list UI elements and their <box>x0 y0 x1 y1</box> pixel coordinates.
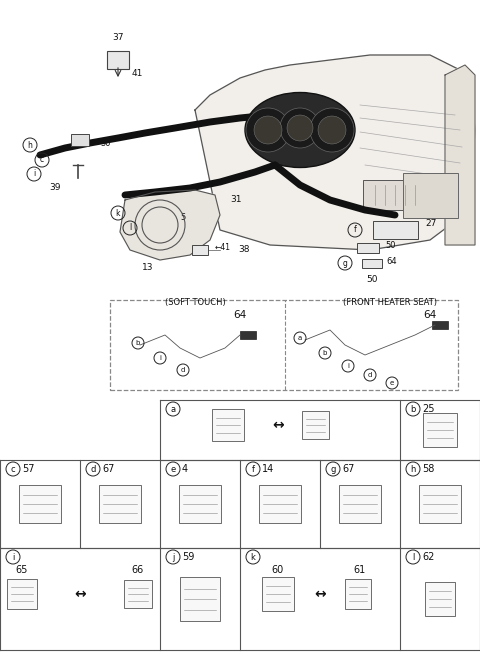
Ellipse shape <box>245 92 355 167</box>
Bar <box>372 221 418 239</box>
Text: k: k <box>116 209 120 218</box>
Text: 59: 59 <box>182 552 194 562</box>
Text: d: d <box>181 367 185 373</box>
Text: 25: 25 <box>422 404 434 414</box>
Text: 65: 65 <box>16 565 28 575</box>
Text: ↔: ↔ <box>314 587 326 601</box>
Text: i: i <box>347 363 349 369</box>
FancyBboxPatch shape <box>419 485 461 523</box>
Circle shape <box>254 116 282 144</box>
FancyBboxPatch shape <box>124 580 152 608</box>
Text: a: a <box>298 335 302 341</box>
FancyBboxPatch shape <box>301 411 328 439</box>
Text: (FRONT HEATER SEAT): (FRONT HEATER SEAT) <box>343 298 437 308</box>
Text: 8: 8 <box>225 415 231 425</box>
Text: 27: 27 <box>425 220 436 228</box>
FancyBboxPatch shape <box>179 485 221 523</box>
Bar <box>362 258 382 268</box>
Text: a: a <box>170 405 176 413</box>
FancyBboxPatch shape <box>345 579 371 609</box>
FancyBboxPatch shape <box>423 413 457 447</box>
Circle shape <box>246 108 290 152</box>
Bar <box>71 134 89 146</box>
FancyBboxPatch shape <box>212 409 244 441</box>
FancyBboxPatch shape <box>19 485 61 523</box>
Text: d: d <box>368 372 372 378</box>
Text: 50: 50 <box>100 138 110 148</box>
Text: 64: 64 <box>233 310 247 320</box>
Text: ↔: ↔ <box>272 418 284 432</box>
Bar <box>107 51 129 69</box>
Text: 67: 67 <box>342 464 354 474</box>
Text: b: b <box>323 350 327 356</box>
FancyBboxPatch shape <box>99 485 141 523</box>
Text: i: i <box>159 355 161 361</box>
Text: 58: 58 <box>422 464 434 474</box>
Text: ←41: ←41 <box>215 243 231 251</box>
Text: j: j <box>172 552 174 562</box>
Text: e: e <box>170 464 176 474</box>
FancyBboxPatch shape <box>425 582 455 616</box>
Circle shape <box>318 116 346 144</box>
Bar <box>110 300 458 390</box>
Text: 64: 64 <box>386 256 396 266</box>
Text: g: g <box>343 258 348 268</box>
Text: k: k <box>251 552 255 562</box>
Circle shape <box>280 108 320 148</box>
Circle shape <box>287 115 313 141</box>
FancyBboxPatch shape <box>7 579 37 609</box>
Text: 5: 5 <box>180 213 186 222</box>
Text: 41: 41 <box>132 70 144 79</box>
Text: 61: 61 <box>354 565 366 575</box>
Bar <box>403 173 457 218</box>
FancyBboxPatch shape <box>180 577 220 621</box>
Text: 66: 66 <box>132 565 144 575</box>
Text: c: c <box>40 155 44 165</box>
Text: 64: 64 <box>423 310 437 320</box>
FancyBboxPatch shape <box>339 485 381 523</box>
Text: f: f <box>252 464 254 474</box>
Text: c: c <box>11 464 15 474</box>
Circle shape <box>310 108 354 152</box>
Text: 37: 37 <box>112 33 124 43</box>
Text: 60: 60 <box>272 565 284 575</box>
Text: h: h <box>27 140 33 150</box>
Polygon shape <box>195 55 475 250</box>
Text: 31: 31 <box>230 195 241 205</box>
Text: l: l <box>129 224 131 232</box>
Bar <box>240 331 256 339</box>
Polygon shape <box>445 65 475 245</box>
Text: 14: 14 <box>262 464 274 474</box>
Text: 39: 39 <box>49 182 61 192</box>
Text: f: f <box>354 226 356 234</box>
Text: 62: 62 <box>422 552 434 562</box>
Text: l: l <box>412 552 414 562</box>
Bar <box>362 180 428 210</box>
Text: i: i <box>12 552 14 562</box>
Bar <box>432 321 448 329</box>
Text: 4: 4 <box>182 464 188 474</box>
Text: 57: 57 <box>22 464 35 474</box>
Text: b: b <box>136 340 140 346</box>
Text: 50: 50 <box>366 276 378 285</box>
Text: g: g <box>330 464 336 474</box>
FancyBboxPatch shape <box>259 485 301 523</box>
Text: 67: 67 <box>102 464 114 474</box>
Text: e: e <box>390 380 394 386</box>
Bar <box>192 245 208 255</box>
Bar <box>357 243 379 253</box>
Text: i: i <box>33 169 35 178</box>
Text: 13: 13 <box>142 264 154 272</box>
Text: 38: 38 <box>238 245 250 255</box>
FancyBboxPatch shape <box>262 577 294 611</box>
Text: b: b <box>410 405 416 413</box>
Polygon shape <box>120 190 220 260</box>
Text: (SOFT TOUCH): (SOFT TOUCH) <box>165 298 226 308</box>
Text: 26: 26 <box>312 415 324 425</box>
Text: d: d <box>90 464 96 474</box>
Text: ↔: ↔ <box>74 587 86 601</box>
Text: 50: 50 <box>385 241 396 251</box>
Text: h: h <box>410 464 416 474</box>
